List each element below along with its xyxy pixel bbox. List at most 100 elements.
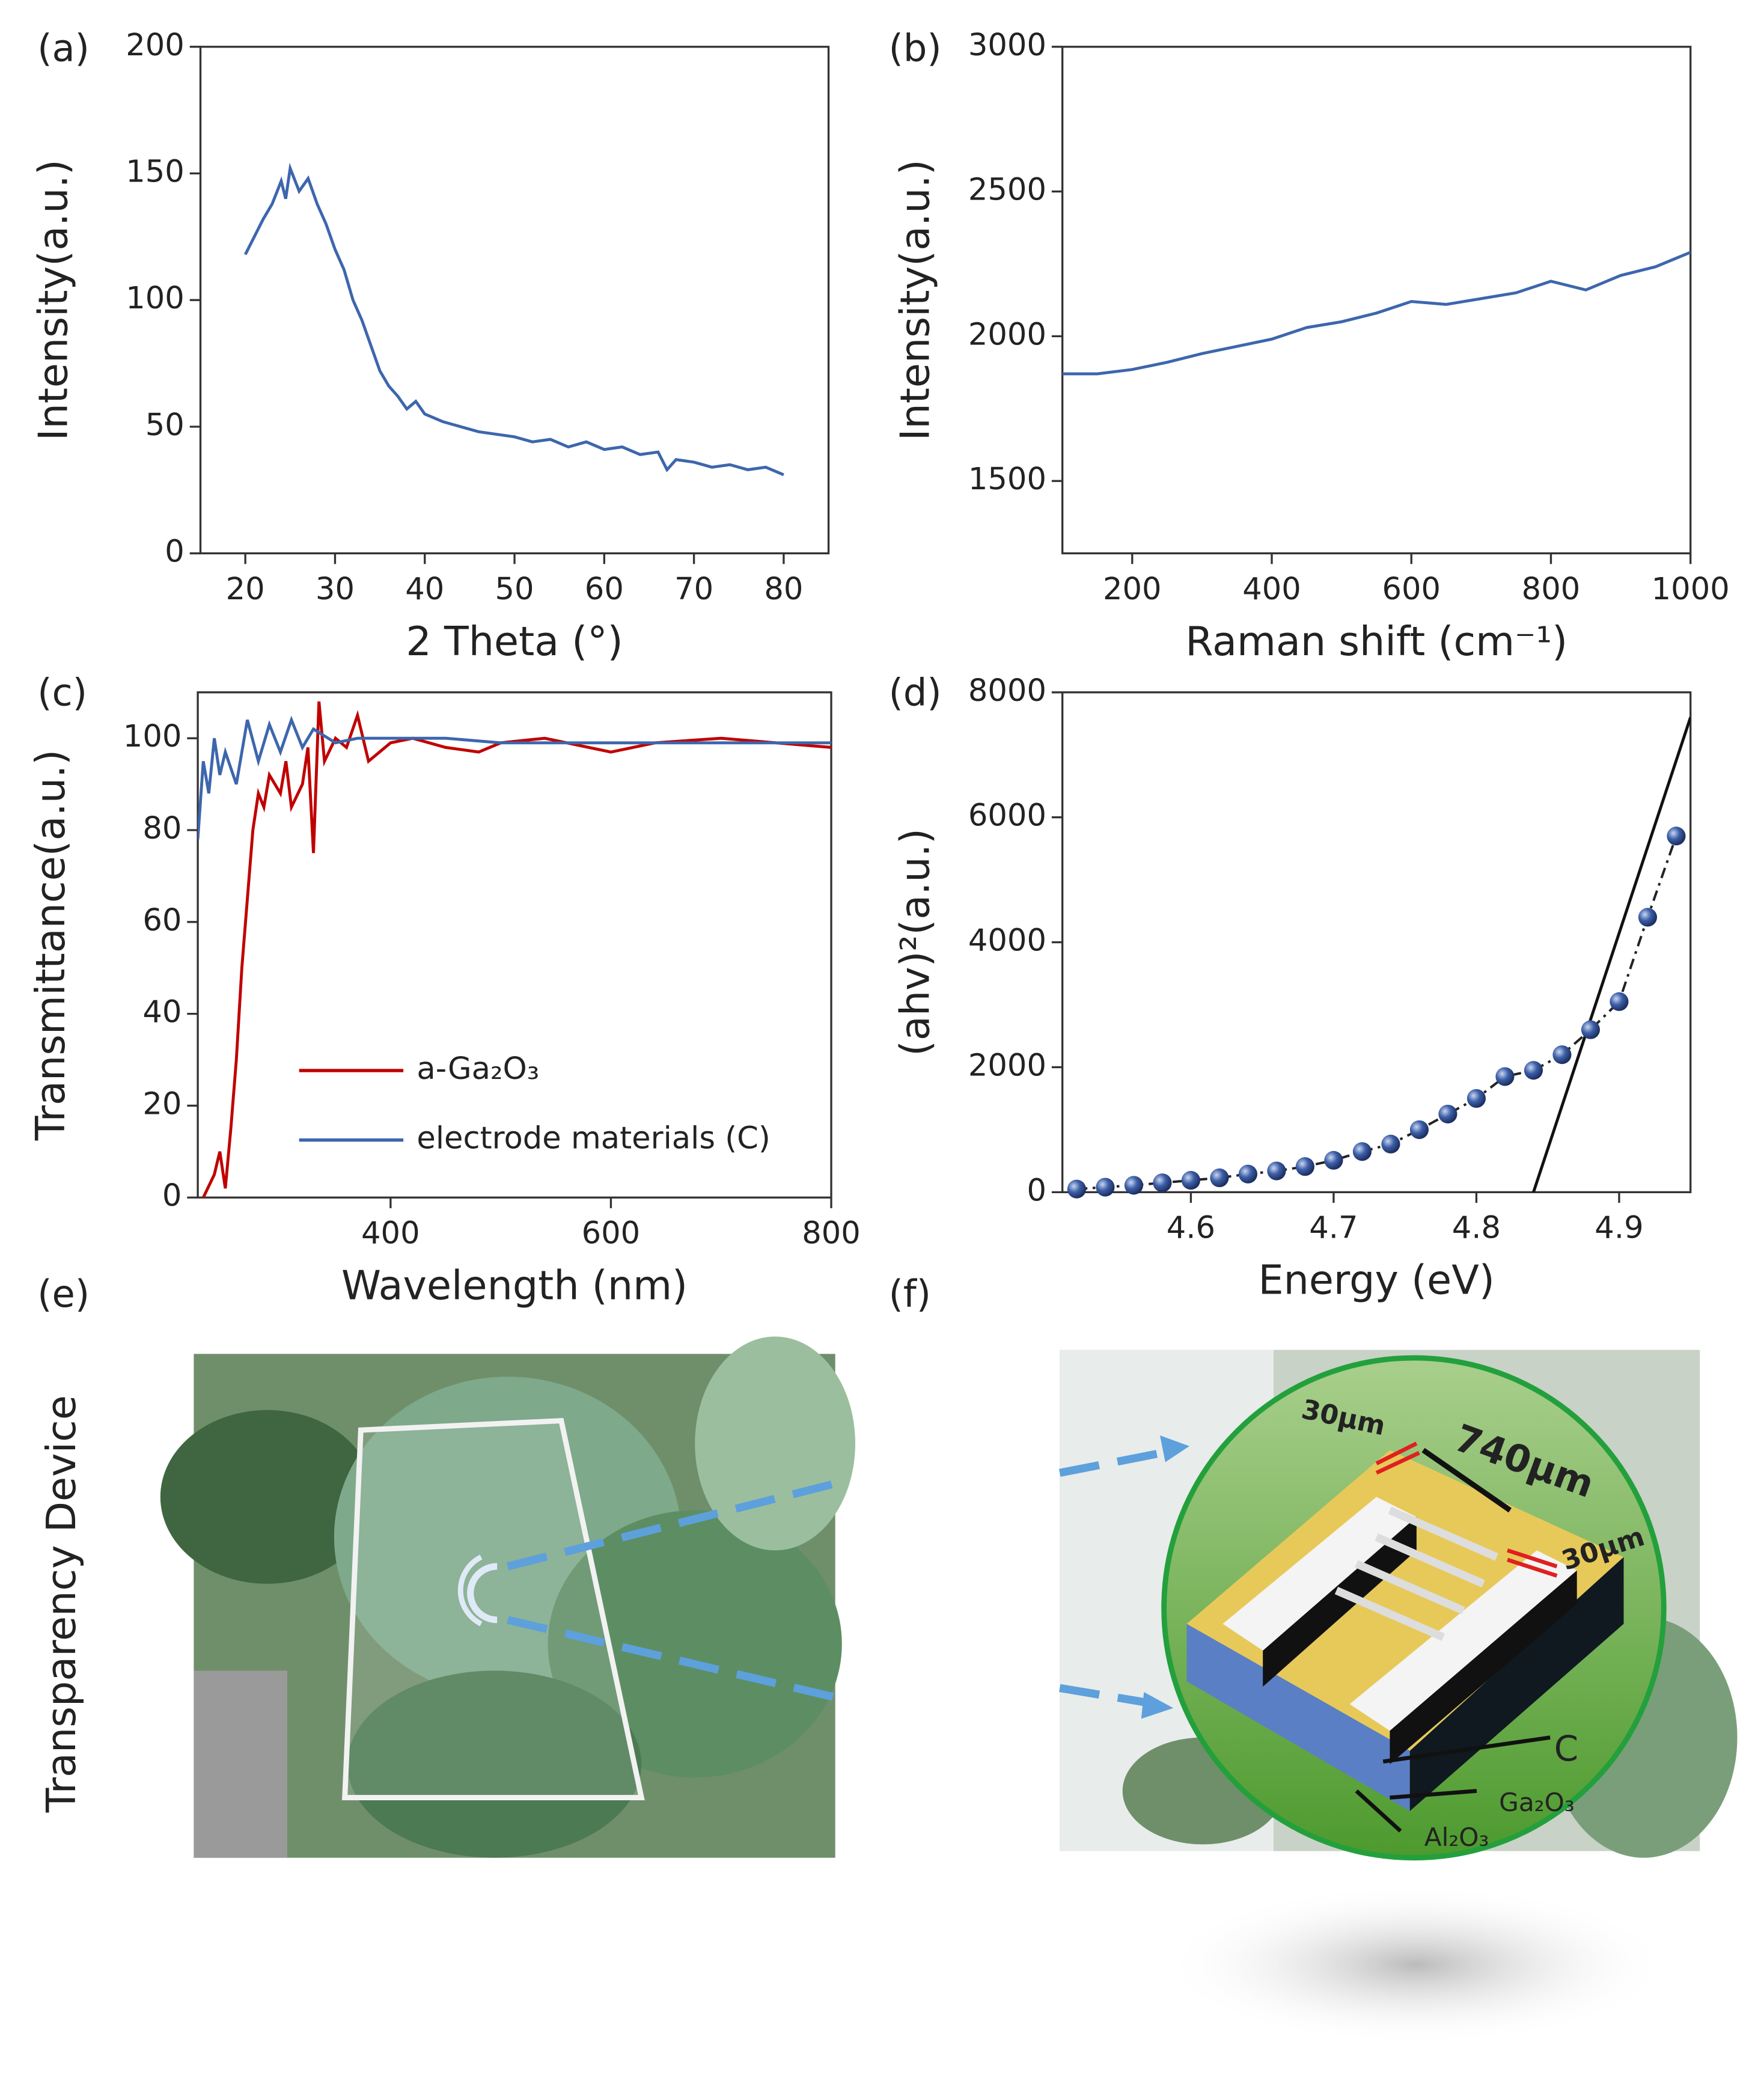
data-point <box>1610 992 1629 1011</box>
pointer <box>1390 1789 1477 1800</box>
data-point <box>1552 1045 1572 1065</box>
axes-frame <box>1061 691 1692 1194</box>
data-point <box>1181 1171 1200 1190</box>
y-tick-label: 3000 <box>968 28 1046 63</box>
marker <box>467 1563 498 1624</box>
data-point <box>1238 1164 1257 1184</box>
x-axis-label: Energy (eV) <box>1259 1257 1495 1304</box>
data-line <box>202 701 832 1198</box>
x-tick-label: 1000 <box>1652 572 1730 607</box>
y-axis-label: (ahv)²(a.u.) <box>892 828 939 1056</box>
y-axis-label: Transmittance(a.u.) <box>27 750 74 1141</box>
data-point <box>1409 1120 1429 1139</box>
arrow-head <box>1141 1691 1174 1719</box>
panel-label: (c) <box>37 670 87 714</box>
data-point <box>1124 1176 1143 1195</box>
x-tick-label: 40 <box>405 572 444 607</box>
data-point <box>1210 1168 1229 1188</box>
annotation: C <box>1554 1728 1578 1769</box>
shadow <box>1162 1884 1671 2045</box>
data-line <box>198 715 832 840</box>
y-tick-label: 6000 <box>968 798 1046 834</box>
panel-label: (b) <box>889 26 942 70</box>
annotation: Al₂O₃ <box>1424 1823 1489 1852</box>
x-tick-label: 4.7 <box>1309 1211 1358 1246</box>
dimension-arrow <box>1421 1447 1512 1513</box>
data-point <box>1581 1020 1601 1039</box>
x-axis-label: 2 Theta (°) <box>406 618 623 665</box>
y-tick-label: 20 <box>142 1086 182 1122</box>
x-tick-label: 20 <box>226 572 265 607</box>
electrode-side <box>1263 1517 1417 1687</box>
y-tick-label: 200 <box>126 28 185 63</box>
y-tick-label: 2500 <box>968 173 1046 208</box>
data-point <box>1267 1161 1286 1181</box>
x-tick-label: 60 <box>585 572 624 607</box>
data-point <box>1295 1157 1314 1176</box>
data-point <box>1466 1089 1486 1108</box>
panel-f: (f) 30μm 740μm 30μm C Ga₂O₃ Al₂O₃ <box>889 1272 1738 2045</box>
legend-label: electrode materials (C) <box>417 1121 770 1156</box>
axes-frame <box>199 46 830 555</box>
gap-marker <box>1375 1441 1418 1465</box>
y-tick-label: 80 <box>142 811 182 846</box>
x-tick-label: 4.8 <box>1452 1211 1501 1246</box>
electrode <box>1222 1497 1417 1651</box>
al2o3-side <box>1186 1624 1410 1811</box>
y-tick-label: 8000 <box>968 673 1046 709</box>
y-tick-label: 0 <box>1027 1173 1046 1208</box>
x-tick-label: 600 <box>582 1216 641 1251</box>
y-axis-label: Intensity(a.u.) <box>892 159 939 441</box>
y-tick-label: 1500 <box>968 462 1046 497</box>
y-tick-label: 40 <box>142 995 182 1030</box>
y-tick-label: 60 <box>142 903 182 938</box>
data-line <box>1062 251 1691 376</box>
x-tick-label: 50 <box>495 572 534 607</box>
data-point <box>1096 1178 1115 1197</box>
substrate-side <box>1409 1557 1624 1811</box>
data-point <box>1495 1067 1515 1086</box>
x-tick-label: 30 <box>316 572 355 607</box>
zoom-line <box>1058 1446 1177 1477</box>
x-tick-label: 70 <box>674 572 713 607</box>
chart: (a) 0 50 100 150 200 20 30 40 50 60 70 80 2 Theta (°)… <box>29 26 830 665</box>
panel-label: (f) <box>889 1272 932 1316</box>
x-tick-label: 800 <box>1522 572 1581 607</box>
chart: (b) 1500 2000 2500 3000 200 400 600 800 1000 Raman… <box>889 26 1730 665</box>
gap-marker <box>1507 1557 1558 1578</box>
y-tick-label: 0 <box>162 1178 182 1214</box>
marker <box>457 1554 483 1627</box>
ga2o3-layer <box>1186 1450 1624 1751</box>
axes-frame <box>1061 46 1692 555</box>
data-point <box>1067 1179 1086 1199</box>
x-tick-label: 4.6 <box>1167 1211 1215 1246</box>
y-tick-label: 0 <box>165 534 185 570</box>
y-tick-label: 100 <box>126 281 185 316</box>
x-tick-label: 200 <box>1103 572 1162 607</box>
pointer <box>1382 1735 1551 1764</box>
y-axis-label: Intensity(a.u.) <box>29 159 76 441</box>
gap-marker <box>1507 1548 1558 1569</box>
y-tick-label: 150 <box>126 154 185 190</box>
data-point <box>1381 1134 1400 1153</box>
arrow-head <box>1159 1435 1189 1462</box>
data-point <box>1153 1173 1172 1193</box>
zoom-line <box>1059 1684 1157 1708</box>
x-tick-label: 4.9 <box>1595 1211 1643 1246</box>
panel-label: (d) <box>889 670 942 714</box>
leaf <box>695 1336 856 1551</box>
y-tick-label: 100 <box>123 719 182 754</box>
data-point <box>1324 1150 1343 1170</box>
x-tick-label: 400 <box>361 1216 420 1251</box>
x-tick-label: 800 <box>802 1216 861 1251</box>
panel-label: (e) <box>37 1272 90 1316</box>
y-tick-label: 4000 <box>968 923 1046 959</box>
panel-e: (e) Transparency Device <box>37 1272 856 1858</box>
x-axis-label: Wavelength (nm) <box>341 1262 688 1309</box>
electrode-side <box>1390 1570 1577 1765</box>
y-tick-label: 50 <box>145 408 185 443</box>
x-tick-label: 80 <box>764 572 803 607</box>
glass-substrate <box>342 1417 645 1801</box>
y-tick-label: 2000 <box>968 317 1046 352</box>
